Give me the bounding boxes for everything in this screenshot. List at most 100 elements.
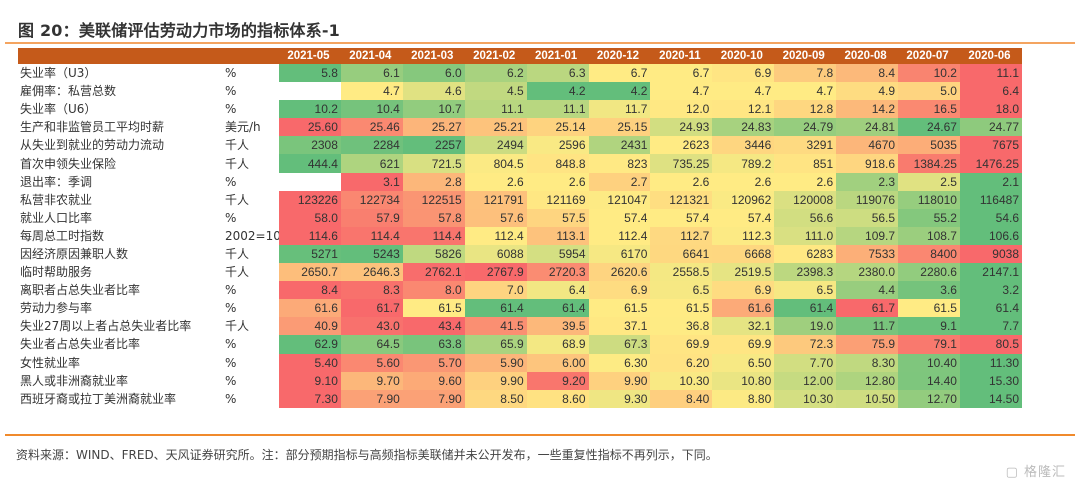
- row-label: 失业率（U3）: [20, 66, 97, 81]
- row-label: 每周总工时指数: [20, 228, 105, 243]
- heatmap-cell: 10.30: [650, 371, 713, 390]
- heatmap-cell: 6.9: [712, 64, 775, 83]
- heatmap-cell: 40.9: [279, 317, 341, 336]
- heatmap-cell: 43.4: [402, 317, 465, 336]
- heatmap-cell: 61.4: [464, 299, 527, 318]
- heatmap-cell: 41.5: [464, 317, 527, 336]
- row-unit: 千人: [225, 156, 250, 171]
- heatmap-cell: 2.6: [526, 172, 589, 191]
- heatmap-cell: 57.4: [712, 208, 775, 227]
- heatmap-cell: 6.1: [340, 64, 403, 83]
- row-unit: %: [225, 301, 237, 316]
- heatmap-cell: 25.14: [526, 118, 589, 137]
- heatmap-cell: 14.2: [836, 100, 899, 119]
- heatmap-cell: 57.9: [340, 208, 403, 227]
- heatmap-cell: 61.5: [588, 299, 651, 318]
- column-header: 2021-05: [279, 48, 341, 64]
- heatmap-cell: 121321: [650, 190, 713, 209]
- heatmap-cell: 5271: [279, 244, 341, 264]
- heatmap-cell: 118010: [898, 190, 960, 209]
- heatmap-cell: 5954: [526, 244, 589, 264]
- heatmap-cell: 2650.7: [279, 263, 341, 282]
- heatmap-cell: 6.3: [526, 64, 589, 83]
- heatmap-cell: 24.83: [712, 118, 775, 137]
- heatmap-cell: 6.7: [588, 64, 651, 83]
- heatmap-cell: 75.9: [836, 335, 899, 354]
- heatmap-cell: 36.8: [650, 317, 713, 336]
- figure-title: 图 20：美联储评估劳动力市场的指标体系-1: [18, 21, 341, 40]
- heatmap-cell: 8.4: [836, 64, 899, 83]
- heatmap-cell: 6.30: [588, 353, 651, 372]
- heatmap-cell: 7.0: [464, 281, 527, 300]
- row-label: 离职者占总失业者比率: [20, 283, 141, 298]
- heatmap-cell: 4.7: [712, 82, 775, 101]
- table-row: 每周总工时指数2002=100114.6114.4114.4112.4113.1…: [18, 226, 1022, 245]
- column-header: 2021-04: [340, 48, 403, 64]
- row-label: 西班牙裔或拉丁美洲裔就业率: [20, 391, 177, 406]
- heatmap-cell: 7.70: [774, 353, 837, 372]
- heatmap-cell: 5826: [402, 244, 465, 264]
- table-row: 失业者占总失业者比率% 62.9 64.5 63.8 65.9 68.9 67.3 69.9 6…: [18, 335, 1022, 354]
- heatmap-cell: 2596: [526, 136, 589, 155]
- heatmap-cell: 789.2: [712, 154, 775, 173]
- heatmap-cell: 2257: [402, 136, 465, 155]
- row-unit: %: [225, 102, 237, 117]
- heatmap-cell: 24.93: [650, 118, 713, 137]
- table-row: 女性就业率% 5.40 5.60 5.70 5.90 6.00 6.30 6.20 6.50 7.…: [18, 353, 1022, 372]
- heatmap-cell: 721.5: [402, 154, 465, 173]
- heatmap-cell: 61.5: [898, 299, 960, 318]
- heatmap-cell: 7675: [959, 136, 1022, 155]
- heatmap-cell: 2762.1: [402, 263, 465, 282]
- row-label: 失业27周以上者占总失业者比率: [20, 319, 192, 334]
- heatmap-cell: 2380.0: [836, 263, 899, 282]
- heatmap-cell: 6.9: [712, 281, 775, 300]
- heatmap-cell: 12.00: [774, 371, 837, 390]
- row-label: 女性就业率: [20, 355, 81, 370]
- heatmap-cell: 9.90: [464, 371, 527, 390]
- heatmap-cell: 108.7: [898, 226, 960, 245]
- row-unit: %: [225, 174, 237, 189]
- heatmap-cell: 5.8: [279, 64, 341, 83]
- heatmap-cell: 61.6: [279, 299, 341, 318]
- heatmap-cell: 32.1: [712, 317, 775, 336]
- heatmap-cell: 735.25: [650, 154, 713, 173]
- heatmap-cell: 621: [340, 154, 403, 173]
- heatmap-cell: 61.5: [650, 299, 713, 318]
- heatmap-cell: 3.2: [959, 281, 1022, 300]
- table-row: 劳动力参与率% 61.6 61.7 61.5 61.4 61.4 61.5 61.5 61.6 6…: [18, 299, 1022, 318]
- heatmap-cell: 7.90: [402, 389, 465, 408]
- watermark-text: 格隆汇: [1023, 465, 1066, 480]
- table-row: 雇佣率：私营总数% 4.7 4.6 4.5 4.2 4.2 4.7 4.7 4.7 4.9 5.0 6…: [18, 82, 1022, 101]
- heatmap-cell: 5035: [898, 136, 960, 155]
- heatmap-cell: 4670: [836, 136, 899, 155]
- heatmap-cell: 6088: [464, 244, 527, 264]
- heatmap-cell: 72.3: [774, 335, 837, 354]
- heatmap-cell: 25.15: [588, 118, 651, 137]
- heatmap-cell: 111.0: [774, 226, 837, 245]
- heatmap-cell: 114.4: [340, 226, 403, 245]
- heatmap-cell: 6.5: [774, 281, 837, 300]
- heatmap-cell: 11.1: [526, 100, 589, 119]
- heatmap-cell: 3.1: [340, 172, 403, 191]
- row-label: 从失业到就业的劳动力流动: [20, 138, 165, 153]
- heatmap-cell: 2.3: [836, 172, 899, 191]
- heatmap-cell: 69.9: [650, 335, 713, 354]
- row-label: 失业者占总失业者比率: [20, 337, 141, 352]
- column-header: 2020-08: [836, 48, 899, 64]
- source-note: 资料来源：WIND、FRED、天风证券研究所。注：部分预期指标与高频指标美联储并…: [16, 448, 718, 462]
- heatmap-cell: 4.5: [464, 82, 527, 101]
- heatmap-cell: 8.30: [836, 353, 899, 372]
- row-unit: %: [225, 84, 237, 99]
- heatmap-cell: 14.40: [898, 371, 960, 390]
- heatmap-cell: 61.5: [402, 299, 465, 318]
- heatmap-cell: 19.0: [774, 317, 837, 336]
- table-row: 因经济原因兼职人数 千人 5271 5243 5826 6088 5954 6170 6641 6…: [18, 244, 1022, 264]
- heatmap-cell: 4.7: [774, 82, 837, 101]
- heatmap-cell: 57.5: [526, 208, 589, 227]
- heatmap-cell: 64.5: [340, 335, 403, 354]
- heatmap-cell: 122734: [340, 190, 403, 209]
- heatmap-cell: 24.67: [898, 118, 960, 137]
- heatmap-cell: 62.9: [279, 335, 341, 354]
- heatmap-cell: 39.5: [526, 317, 589, 336]
- table-row: 就业人口比率% 58.0 57.9 57.8 57.6 57.5 57.4 57.4 57.4 5…: [18, 208, 1022, 227]
